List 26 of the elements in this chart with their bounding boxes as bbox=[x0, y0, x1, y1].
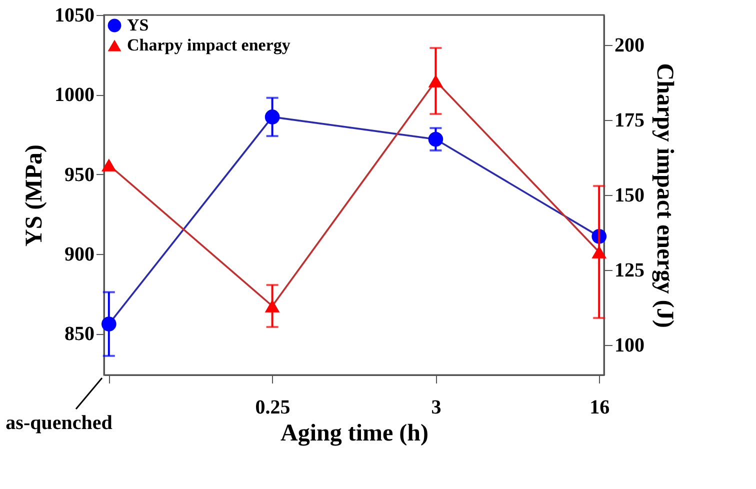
y-tick-label: 1000 bbox=[54, 84, 94, 106]
x-tick-label: 16 bbox=[590, 396, 610, 418]
x-tick-label: 3 bbox=[431, 396, 442, 418]
y-tick-label: 950 bbox=[64, 164, 94, 186]
legend-label: YS bbox=[127, 16, 149, 34]
y2-tick-label: 100 bbox=[614, 334, 644, 356]
y2-tick-label: 125 bbox=[614, 260, 644, 282]
legend-label: Charpy impact energy bbox=[127, 36, 291, 54]
y-tick-label: 900 bbox=[64, 243, 94, 266]
point bbox=[592, 246, 607, 258]
point bbox=[264, 300, 280, 312]
x-tick-label: 0.25 bbox=[255, 396, 290, 418]
y2-tick-label: 175 bbox=[614, 110, 644, 132]
y2-tick-label: 150 bbox=[614, 184, 644, 206]
text: as-quenched bbox=[6, 412, 112, 434]
point bbox=[428, 132, 444, 147]
point bbox=[101, 316, 116, 332]
y-tick-label: 850 bbox=[64, 323, 94, 346]
x-axis-title: Aging time (h) bbox=[280, 420, 428, 446]
y2-tick-label: 200 bbox=[614, 34, 644, 56]
y-axis-title: YS (MPa) bbox=[22, 144, 48, 246]
point bbox=[101, 158, 116, 172]
point bbox=[428, 74, 444, 88]
point bbox=[264, 110, 280, 124]
y2-axis-title: Charpy impact energy (J) bbox=[652, 63, 678, 328]
y-tick-label: 1050 bbox=[54, 4, 94, 26]
